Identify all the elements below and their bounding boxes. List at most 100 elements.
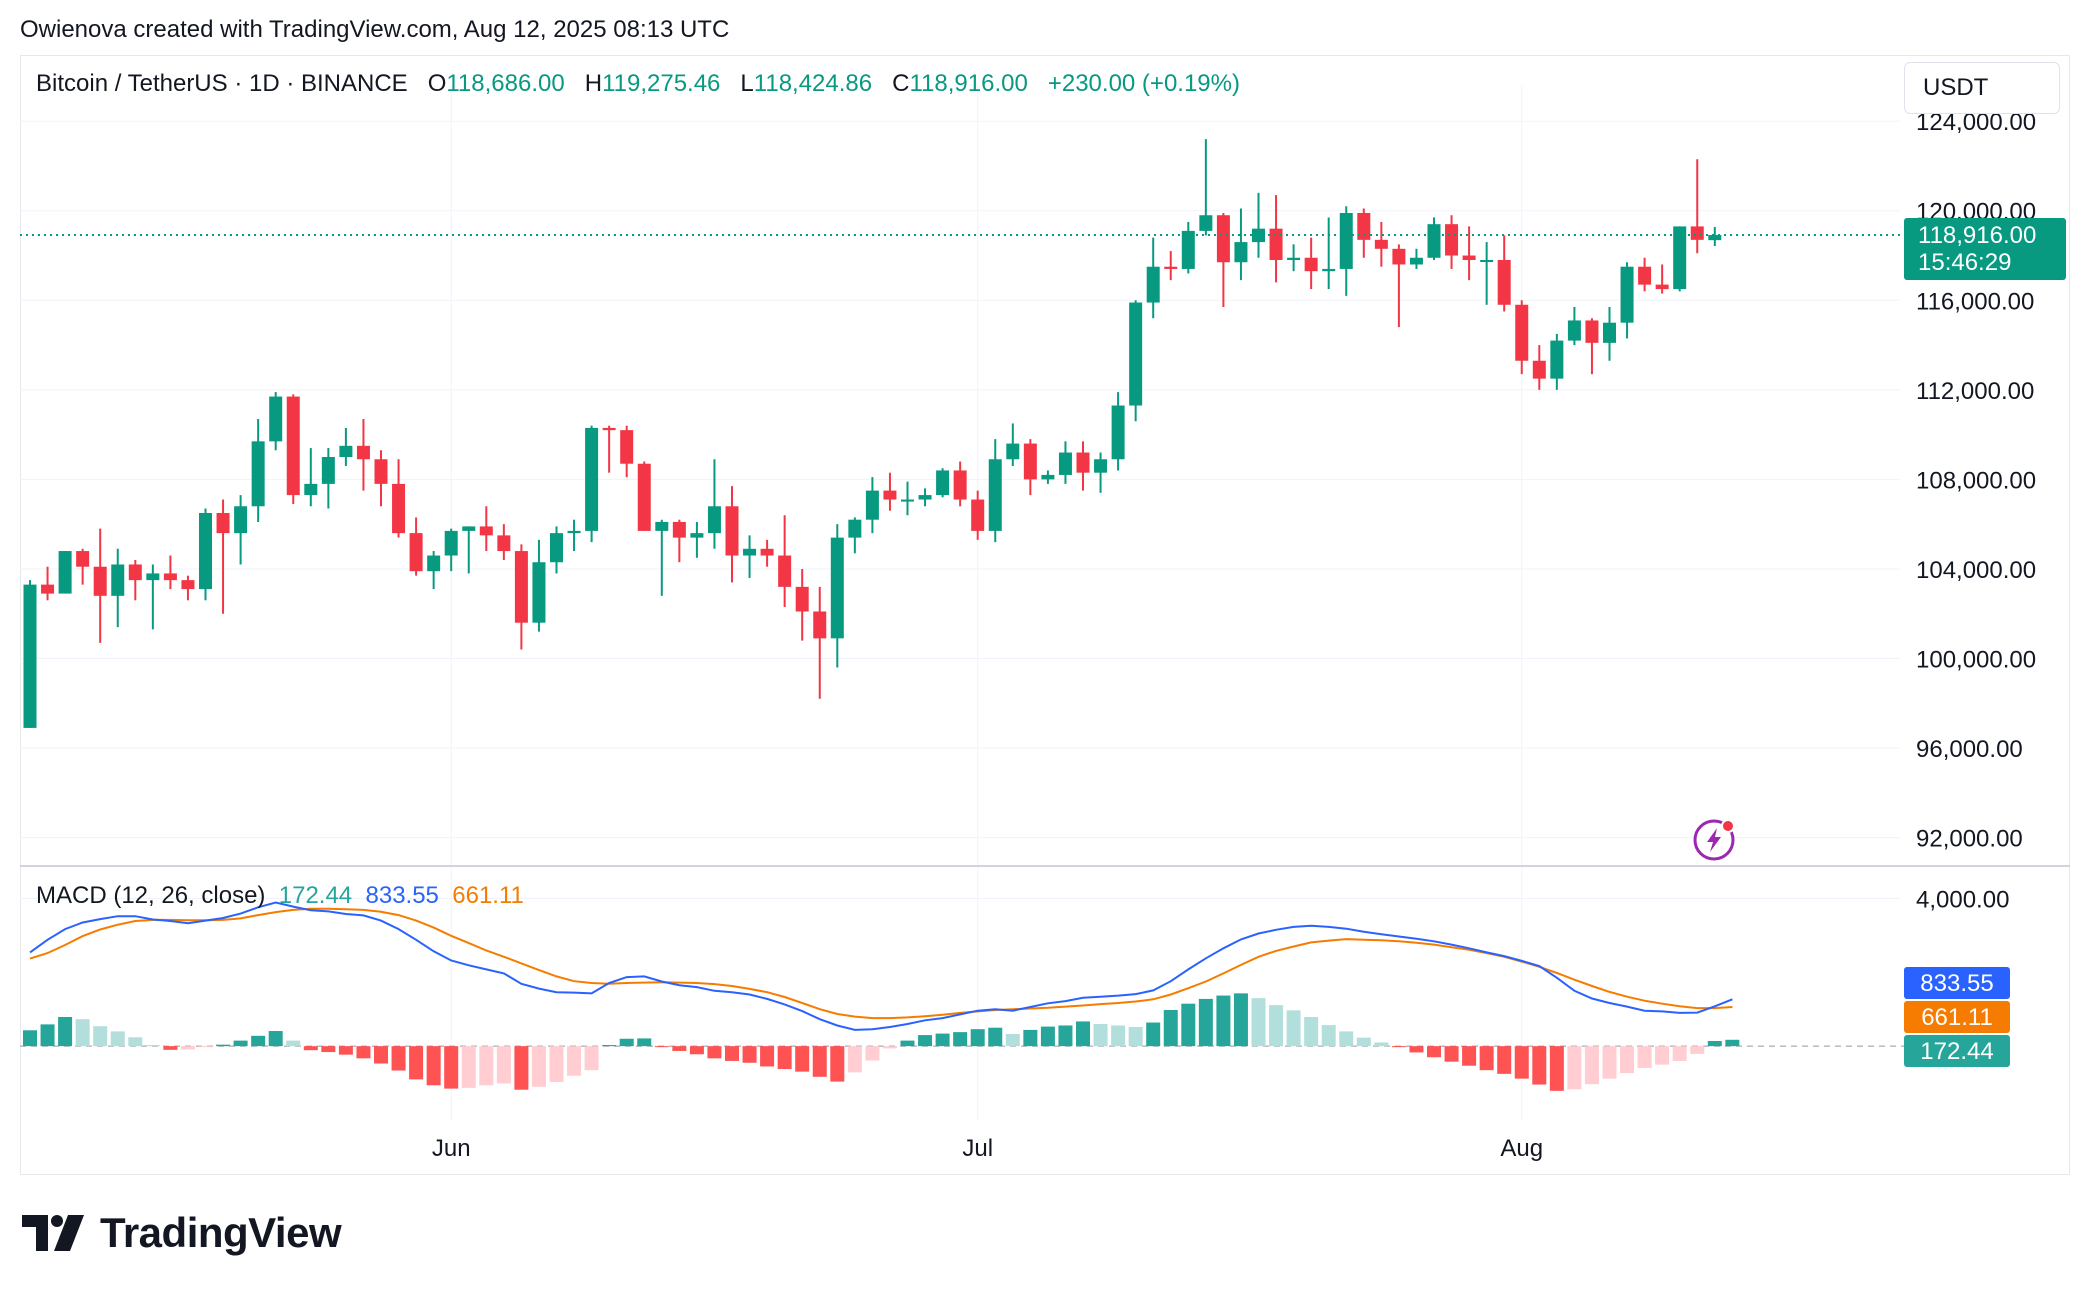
last-price-badge xyxy=(1904,218,2066,281)
macd-histogram-bar xyxy=(1146,1022,1161,1047)
candle-up xyxy=(1339,212,1353,269)
macd-histogram-bar xyxy=(163,1046,178,1050)
candle-down xyxy=(41,584,55,594)
macd-histogram-bar xyxy=(1672,1046,1687,1061)
candle-down xyxy=(1304,257,1318,272)
candle-up xyxy=(462,526,476,531)
close-label: C xyxy=(892,70,910,97)
macd-histogram-bar xyxy=(58,1016,73,1047)
candle-up xyxy=(1620,266,1634,323)
macd-histogram-bar xyxy=(988,1027,1003,1047)
macd-histogram-bar xyxy=(1391,1046,1406,1048)
macd-histogram-bar xyxy=(1725,1039,1740,1047)
candle-up xyxy=(1181,230,1195,269)
macd-histogram-bar xyxy=(1427,1046,1441,1058)
macd-value-badge-label: 833.55 xyxy=(1920,970,1993,997)
candle-up xyxy=(743,548,757,556)
candle-up xyxy=(585,427,599,531)
macd-histogram-bar xyxy=(216,1044,231,1047)
candle-up xyxy=(655,521,669,531)
candle-down xyxy=(76,551,90,567)
candle-up xyxy=(304,483,318,496)
macd-histogram-bar xyxy=(602,1045,617,1047)
candle-down xyxy=(1497,260,1511,305)
ohlc-legend: Bitcoin / TetherUS · 1D · BINANCE O118,6… xyxy=(36,70,1240,98)
candle-down xyxy=(1076,452,1090,473)
macd-histogram-bar xyxy=(970,1029,985,1047)
grid-lines xyxy=(20,85,2070,1120)
candle-down xyxy=(672,521,686,538)
macd-histogram-bar xyxy=(1093,1024,1108,1047)
macd-histogram-bar xyxy=(760,1046,775,1067)
open-value: 118,686.00 xyxy=(446,70,565,97)
candle-up xyxy=(23,584,37,728)
macd-histogram-bar xyxy=(1181,1003,1196,1047)
price-tick-label: 116,000.00 xyxy=(1916,288,2034,315)
macd-histogram-bar xyxy=(23,1030,37,1047)
tradingview-logo-icon xyxy=(22,1215,84,1251)
currency-unit-button[interactable]: USDT xyxy=(1904,62,2060,114)
countdown-label: 15:46:29 xyxy=(1918,249,2011,276)
macd-histogram-bar xyxy=(1076,1021,1090,1047)
macd-histogram-bar xyxy=(1602,1046,1617,1079)
tradingview-wordmark: TradingView xyxy=(100,1209,342,1256)
price-tick-label: 104,000.00 xyxy=(1916,557,2036,584)
macd-histogram-bar xyxy=(1321,1025,1336,1047)
candle-up xyxy=(234,506,248,534)
candle-up xyxy=(1111,405,1125,460)
macd-histogram-bar xyxy=(1128,1026,1143,1047)
candle-up xyxy=(269,396,283,442)
candles-layer xyxy=(23,139,1722,728)
low-value: 118,424.86 xyxy=(753,70,873,97)
macd-histogram-bar xyxy=(1216,995,1231,1047)
candle-up xyxy=(1146,266,1160,303)
macd-histogram-bar xyxy=(145,1045,160,1047)
candle-down xyxy=(128,564,142,581)
macd-histogram-bar xyxy=(1690,1046,1705,1054)
candle-up xyxy=(1287,257,1301,260)
macd-histogram-bar xyxy=(1637,1046,1652,1068)
candle-down xyxy=(479,526,493,536)
macd-legend: MACD (12, 26, close) 172.44 833.55 661.1… xyxy=(36,882,524,910)
macd-histogram-bar xyxy=(461,1046,476,1088)
candle-down xyxy=(1690,226,1704,240)
candle-up xyxy=(1322,268,1336,272)
macd-histogram-bar xyxy=(251,1035,266,1047)
candle-up xyxy=(901,499,914,502)
candle-up xyxy=(1199,215,1213,231)
macd-histogram-bar xyxy=(549,1046,564,1082)
candle-up xyxy=(58,551,72,594)
candle-down xyxy=(1585,320,1599,343)
candle-down xyxy=(514,551,528,623)
macd-histogram-bar xyxy=(1444,1046,1459,1062)
candle-down xyxy=(497,535,511,552)
macd-histogram-bar xyxy=(567,1046,582,1076)
candle-up xyxy=(1094,459,1108,473)
macd-histogram-bar xyxy=(847,1046,862,1073)
macd-histogram-bar xyxy=(935,1033,950,1047)
signal-value-badge-label: 661.11 xyxy=(1921,1004,1993,1031)
chart-frame[interactable] xyxy=(20,55,2070,1175)
candle-down xyxy=(216,512,230,534)
symbol-label[interactable]: Bitcoin / TetherUS · 1D · BINANCE xyxy=(36,70,408,97)
macd-title[interactable]: MACD (12, 26, close) xyxy=(36,882,266,909)
macd-histogram-bar xyxy=(918,1035,933,1047)
lightning-icon[interactable] xyxy=(1693,819,1735,861)
macd-histogram-bar xyxy=(444,1046,459,1089)
candle-down xyxy=(602,427,616,431)
candle-up xyxy=(111,564,125,596)
candle-down xyxy=(813,611,827,639)
macd-histogram-bar xyxy=(725,1046,739,1061)
candle-down xyxy=(725,506,739,556)
candle-down xyxy=(163,573,177,581)
macd-histogram-bar xyxy=(707,1046,722,1059)
candle-up xyxy=(707,506,721,534)
macd-histogram-bar xyxy=(1374,1042,1389,1047)
candle-down xyxy=(883,490,897,500)
macd-histogram-bar xyxy=(531,1046,546,1087)
candle-up xyxy=(1129,302,1143,406)
candle-down xyxy=(181,580,195,590)
macd-histogram-bar xyxy=(742,1046,757,1063)
